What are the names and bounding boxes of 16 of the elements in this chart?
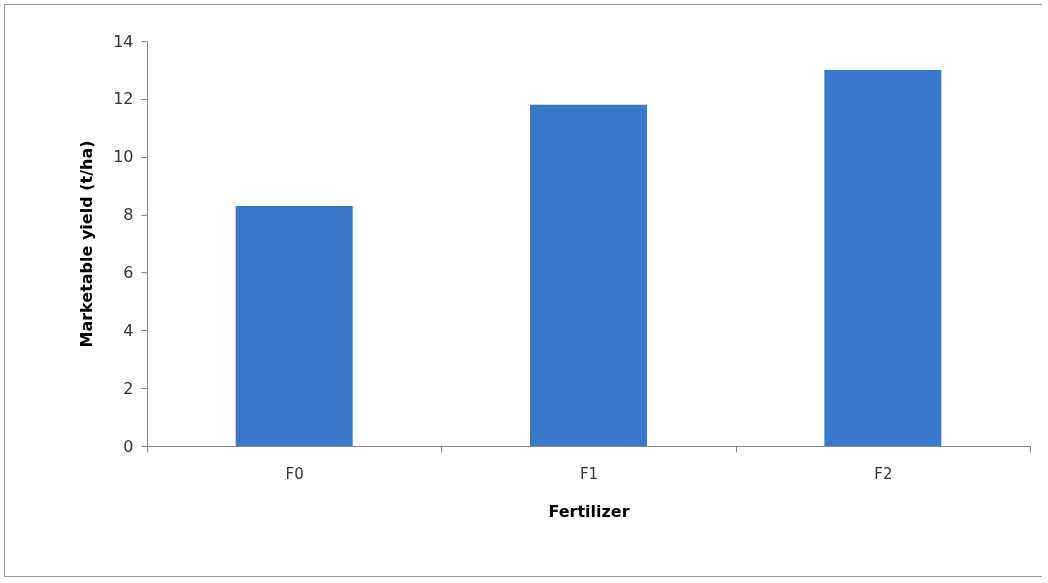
y-tick-label: 2 bbox=[123, 378, 134, 398]
y-tick-label: 0 bbox=[123, 436, 134, 456]
y-tick-label: 14 bbox=[113, 31, 134, 51]
x-tick-label: F0 bbox=[285, 464, 304, 483]
y-tick-label: 8 bbox=[123, 205, 134, 225]
x-axis-title: Fertilizer bbox=[548, 501, 630, 521]
bar bbox=[235, 205, 353, 446]
y-tick-label: 4 bbox=[123, 320, 134, 340]
y-tick-label: 12 bbox=[113, 89, 134, 109]
bar bbox=[530, 104, 647, 446]
x-tick-label: F2 bbox=[874, 464, 893, 483]
x-tick-label: F1 bbox=[579, 464, 599, 483]
bar bbox=[824, 69, 942, 446]
y-tick-label: 10 bbox=[113, 147, 134, 167]
y-axis-title: Marketable yield (t/ha) bbox=[77, 140, 97, 348]
y-tick-label: 6 bbox=[123, 262, 134, 282]
